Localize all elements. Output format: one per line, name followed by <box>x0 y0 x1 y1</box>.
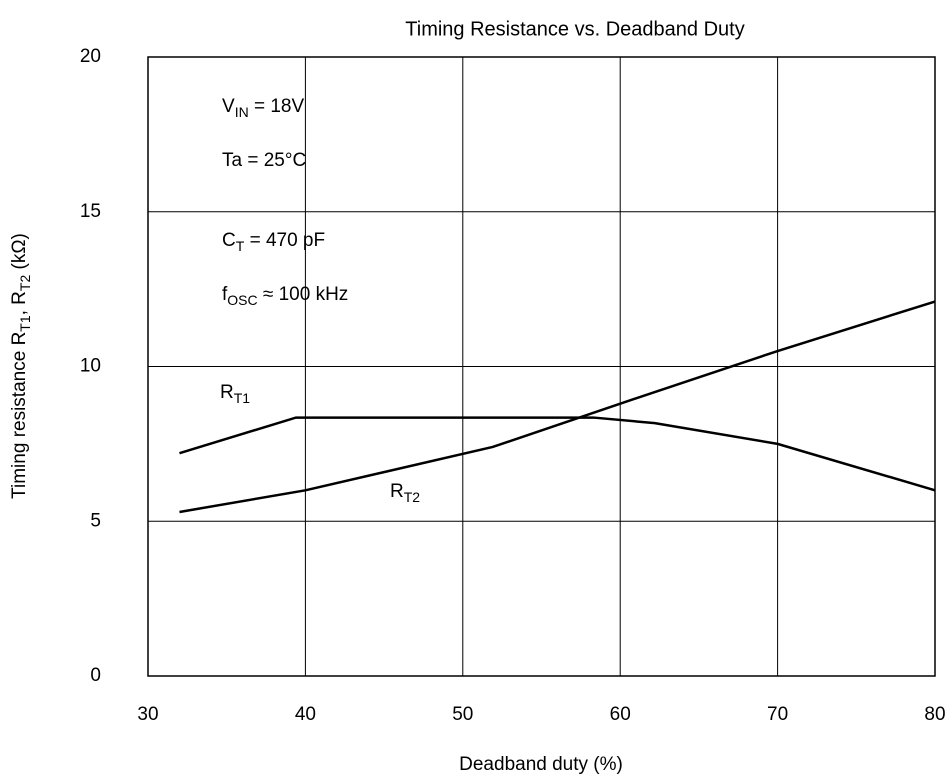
data-line <box>179 416 936 492</box>
annotation-part: ≈ 100 kHz <box>258 284 349 305</box>
series-label-part: T2 <box>404 489 421 505</box>
annotation-part: Ta = 25°C <box>222 150 306 171</box>
y-tick-label: 10 <box>80 356 101 377</box>
annotation-part: = 470 pF <box>244 230 325 251</box>
data-line <box>179 300 936 514</box>
annotation: fOSC ≈ 100 kHz <box>222 284 348 308</box>
series-label: RT1 <box>220 382 250 406</box>
x-axis-label: Deadband duty (%) <box>459 754 623 775</box>
x-tick-label: 60 <box>610 704 631 725</box>
x-tick-label: 50 <box>452 704 473 725</box>
series-label-part: T1 <box>234 390 251 406</box>
y-tick-label: 5 <box>90 510 101 531</box>
annotation-part: = 18V <box>249 96 305 117</box>
annotation: CT = 470 pF <box>222 230 325 254</box>
annotation: VIN = 18V <box>222 96 304 120</box>
x-tick-label: 30 <box>137 704 158 725</box>
annotation: Ta = 25°C <box>222 150 306 171</box>
series-label: RT2 <box>390 481 420 505</box>
series-label-part: R <box>220 382 234 403</box>
y-axis-label-part: T2 <box>17 275 33 292</box>
x-tick-label: 40 <box>295 704 316 725</box>
y-tick-label: 20 <box>80 46 101 67</box>
x-tick-label: 80 <box>924 704 945 725</box>
y-axis-label-part: T1 <box>17 315 33 332</box>
annotation-part: IN <box>235 104 249 120</box>
y-axis-label: Timing resistance RT1, RT2 (kΩ) <box>9 233 33 499</box>
series-label-part: R <box>390 481 404 502</box>
y-axis-label-part: Timing resistance R <box>9 332 30 499</box>
annotation-part: C <box>222 230 236 251</box>
chart-title: Timing Resistance vs. Deadband Duty <box>405 18 744 40</box>
y-axis-label-part: (kΩ) <box>9 233 30 275</box>
y-tick-label: 0 <box>90 665 101 686</box>
annotation-part: OSC <box>227 292 257 308</box>
annotation-part: f <box>222 284 228 305</box>
y-axis-label-part: , R <box>9 291 30 315</box>
annotation-part: V <box>222 96 235 117</box>
y-tick-label: 15 <box>80 201 101 222</box>
annotation-part: T <box>236 238 245 254</box>
plot-frame <box>147 56 936 677</box>
x-tick-label: 70 <box>767 704 788 725</box>
